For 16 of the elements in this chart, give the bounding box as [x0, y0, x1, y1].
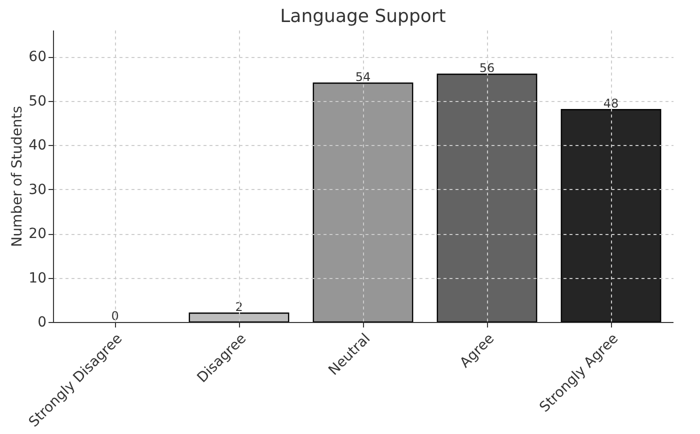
bar	[188, 312, 290, 323]
bar	[312, 82, 414, 323]
y-tick-label: 30	[28, 182, 46, 198]
y-tick-label: 0	[38, 314, 46, 330]
data-label: 56	[479, 61, 495, 76]
y-tick-label: 40	[28, 138, 46, 154]
data-label: 54	[355, 70, 371, 84]
y-tick-label: 50	[28, 93, 46, 110]
y-axis-title: Number of Students	[10, 106, 26, 248]
bar	[436, 74, 538, 323]
y-tick-label: 20	[28, 226, 46, 242]
data-label: 0	[111, 309, 119, 323]
bar	[560, 109, 662, 323]
y-tick-label: 60	[28, 49, 46, 66]
y-tick-label: 10	[28, 270, 46, 286]
chart-title: Language Support	[280, 6, 446, 27]
